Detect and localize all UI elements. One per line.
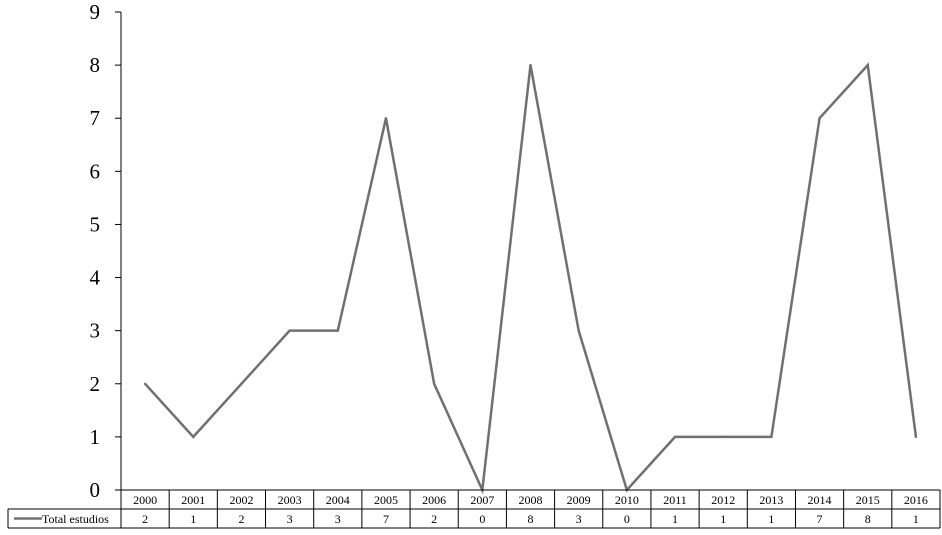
data-table-value: 1 [720, 512, 726, 526]
x-category-label: 2013 [759, 493, 783, 507]
y-tick-label: 7 [90, 106, 101, 130]
data-table-value: 0 [479, 512, 485, 526]
x-category-label: 2006 [422, 493, 446, 507]
data-point [432, 382, 436, 385]
axes: 0 1 2 3 4 5 6 7 8 9 [90, 0, 122, 502]
x-category-label: 2003 [278, 493, 302, 507]
x-category-label: 2001 [181, 493, 205, 507]
y-tick-label: 0 [90, 478, 101, 502]
x-category-label: 2010 [615, 493, 639, 507]
data-table-value: 1 [190, 512, 196, 526]
legend-series-name: Total estudios [42, 512, 109, 526]
y-tick-label: 9 [90, 0, 101, 24]
data-table-value: 7 [817, 512, 823, 526]
data-table-value: 8 [865, 512, 871, 526]
series-lines [143, 62, 918, 495]
y-tick-label: 6 [90, 159, 101, 183]
data-table-value: 2 [431, 512, 437, 526]
data-point [818, 117, 821, 120]
x-category-label: 2016 [904, 493, 928, 507]
data-point [288, 329, 291, 332]
x-category-label: 2004 [326, 493, 350, 507]
y-tick-label: 5 [90, 212, 101, 236]
data-table-value: 8 [528, 512, 534, 526]
y-tick-label: 3 [90, 319, 101, 343]
data-table-value: 3 [287, 512, 293, 526]
data-point [577, 329, 580, 332]
data-table-value: 1 [672, 512, 678, 526]
data-point [914, 435, 918, 439]
y-tick-label: 4 [90, 266, 101, 290]
y-tick-label: 8 [90, 53, 101, 77]
data-table-value: 1 [768, 512, 774, 526]
data-point [770, 435, 773, 439]
data-point [722, 435, 725, 439]
data-point [529, 63, 532, 67]
data-table-value: 3 [335, 512, 341, 526]
x-category-label: 2000 [133, 493, 157, 507]
x-category-label: 2014 [808, 493, 832, 507]
data-table-value: 1 [913, 512, 919, 526]
data-point [240, 382, 243, 385]
data-point [866, 63, 869, 67]
x-category-label: 2008 [519, 493, 543, 507]
x-category-label: 2015 [856, 493, 880, 507]
data-table-value: 2 [142, 512, 148, 526]
series-line [144, 62, 918, 495]
x-category-label: 2009 [567, 493, 591, 507]
y-tick-label: 2 [90, 372, 101, 396]
x-category-label: 2005 [374, 493, 398, 507]
data-point [336, 329, 339, 332]
data-table: 2000 2001 2002 2003 2004 2005 2006 2007 2008 2009… [7, 489, 941, 529]
data-table-value: 2 [238, 512, 244, 526]
data-table-value: 0 [624, 512, 630, 526]
x-category-label: 2007 [470, 493, 494, 507]
x-category-label: 2012 [711, 493, 735, 507]
data-point [143, 382, 147, 385]
data-point [673, 435, 677, 439]
x-category-label: 2002 [229, 493, 253, 507]
x-category-label: 2011 [663, 493, 687, 507]
y-tick-label: 1 [90, 425, 101, 449]
data-point [384, 117, 388, 120]
data-point [192, 435, 195, 439]
data-table-value: 7 [383, 512, 389, 526]
data-table-value: 3 [576, 512, 582, 526]
